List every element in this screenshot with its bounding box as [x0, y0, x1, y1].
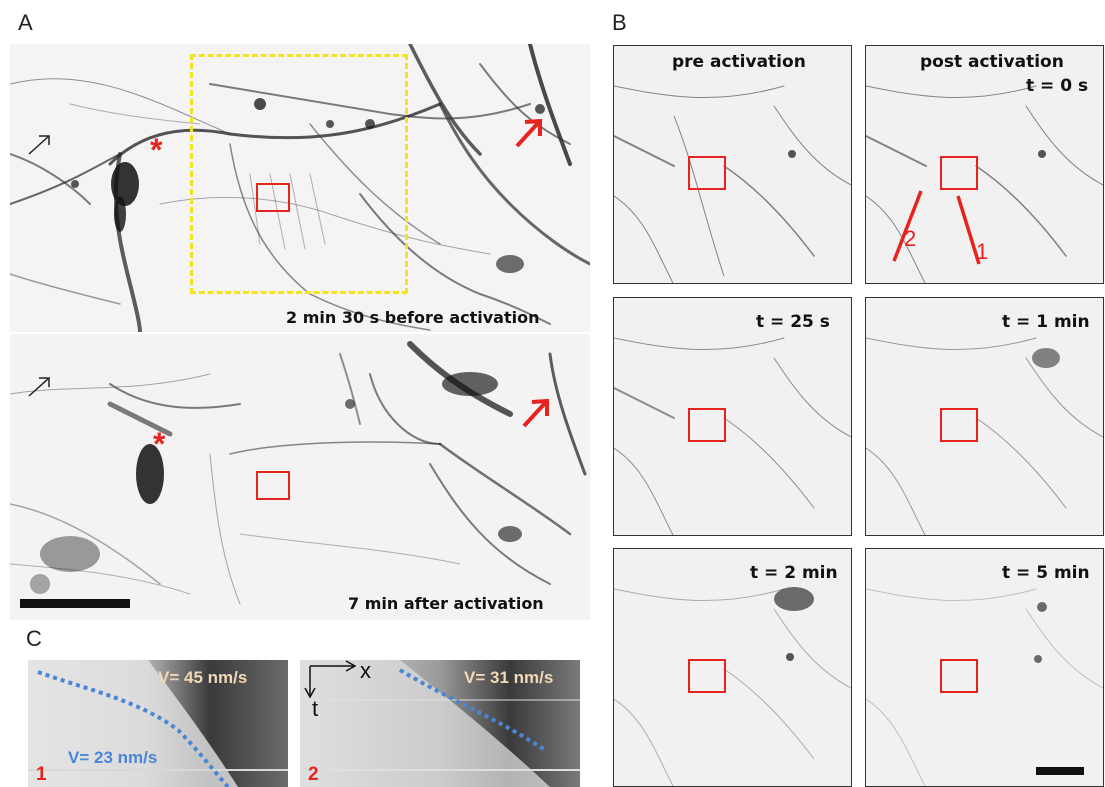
panel-a-bottom-micrograph: * 7 min after activation	[10, 334, 590, 620]
frame-texture	[866, 588, 1103, 786]
roi-box-bottom	[256, 471, 290, 500]
frame-texture	[614, 337, 851, 535]
kymograph-1-texture	[28, 660, 288, 787]
frame-texture	[866, 85, 1103, 283]
line-label-1: 1	[976, 239, 989, 264]
kymograph-2-texture	[300, 660, 580, 787]
panel-b-frame-2min: t = 2 min	[613, 548, 852, 787]
red-arrow-icon	[515, 118, 542, 148]
panel-c-label: C	[26, 626, 42, 651]
frame-caption: pre activation	[672, 52, 806, 72]
roi-box	[940, 408, 978, 442]
panel-b-frame-5min: t = 5 min	[865, 548, 1104, 787]
panel-b-frame-25s: t = 25 s	[613, 297, 852, 536]
thin-arrow-icon	[28, 377, 50, 397]
scale-bar	[20, 599, 130, 608]
roi-box	[940, 156, 978, 190]
roi-box	[940, 659, 978, 693]
kymograph-line-1	[956, 195, 981, 265]
panel-a-bottom-texture	[10, 341, 587, 605]
frame-texture	[866, 337, 1103, 535]
thin-arrow-icon	[28, 135, 50, 155]
frame-caption-time: t = 0 s	[1026, 76, 1089, 96]
axis-label-t: t	[312, 696, 319, 721]
kymograph-1-velocity-upper: V= 45 nm/s	[158, 668, 248, 687]
frame-texture	[614, 587, 851, 786]
panel-a-bottom-caption: 7 min after activation	[348, 594, 544, 613]
frame-texture	[614, 85, 851, 283]
red-arrow-icon	[522, 398, 549, 428]
kymograph-line-2	[892, 190, 923, 262]
activation-region-box	[190, 54, 408, 294]
panel-a-top-texture	[10, 44, 590, 332]
scale-bar	[1036, 767, 1084, 775]
roi-box	[688, 659, 726, 693]
panel-b-frame-post-activation: post activation t = 0 s 2 1	[865, 45, 1104, 284]
frame-caption: post activation	[920, 52, 1064, 72]
axis-arrows-icon	[304, 660, 357, 699]
kymograph-1: V= 45 nm/s V= 23 nm/s 1	[28, 660, 288, 787]
panel-a-top-caption: 2 min 30 s before activation	[286, 308, 540, 327]
panel-b-label: B	[612, 10, 627, 35]
asterisk-marker-top: *	[150, 132, 163, 168]
frame-caption: t = 1 min	[1002, 312, 1090, 332]
kymograph-1-index: 1	[36, 764, 47, 785]
kymograph-1-velocity-lower: V= 23 nm/s	[68, 748, 158, 767]
frame-caption: t = 5 min	[1002, 563, 1090, 583]
roi-box	[688, 408, 726, 442]
panel-a-label: A	[18, 10, 33, 35]
kymograph-2-velocity-upper: V= 31 nm/s	[464, 668, 554, 687]
asterisk-marker-bottom: *	[153, 426, 166, 462]
kymograph-2-index: 2	[308, 764, 319, 785]
roi-box-top	[256, 183, 290, 212]
kymograph-2: x t V= 31 nm/s 2	[300, 660, 580, 787]
roi-box	[688, 156, 726, 190]
axis-label-x: x	[360, 660, 371, 683]
panel-a-top-micrograph: * 2 min 30 s before activation	[10, 44, 590, 332]
line-label-2: 2	[904, 226, 917, 251]
frame-caption: t = 2 min	[750, 563, 838, 583]
frame-caption: t = 25 s	[756, 312, 830, 332]
panel-b-frame-pre-activation: pre activation	[613, 45, 852, 284]
panel-b-frame-1min: t = 1 min	[865, 297, 1104, 536]
